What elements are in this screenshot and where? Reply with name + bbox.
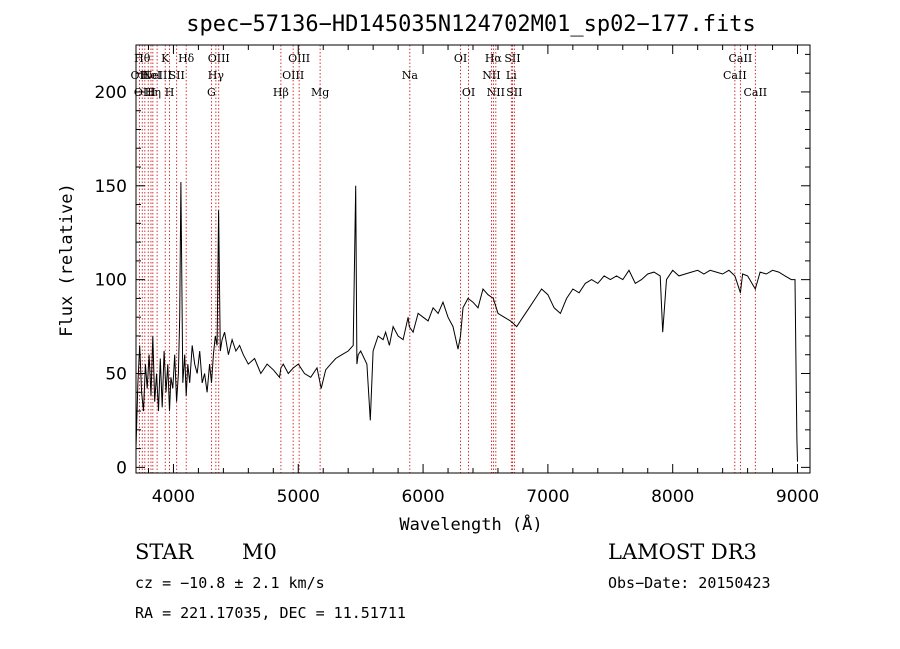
line-marker-label: Hη xyxy=(145,86,161,99)
line-marker-label: NeIII xyxy=(143,69,172,82)
x-tick-label: 9000 xyxy=(776,487,819,507)
line-marker-label: Na xyxy=(402,69,419,82)
line-marker-label: G xyxy=(207,86,216,99)
plot-frame xyxy=(135,44,811,474)
redshift-velocity: cz = −10.8 ± 2.1 km/s xyxy=(135,574,325,592)
y-axis: 0 50 100 150 200 xyxy=(95,53,810,478)
line-marker-label: Hγ xyxy=(208,69,225,82)
line-marker-label: OI xyxy=(454,52,467,65)
y-tick-label: 150 xyxy=(95,177,127,197)
y-tick-label: 200 xyxy=(95,83,127,103)
line-marker-label: HeI xyxy=(141,69,161,82)
x-tick-label: 4000 xyxy=(152,487,195,507)
x-axis: 4000 5000 6000 7000 8000 9000 xyxy=(147,45,819,507)
spectrum-line xyxy=(135,181,798,462)
line-marker-label: OI xyxy=(462,86,475,99)
line-marker-label: SII xyxy=(506,86,522,99)
line-marker-label: CaII xyxy=(723,69,747,82)
line-marker-label: CaII xyxy=(743,86,767,99)
line-marker-label: Mg xyxy=(311,86,329,99)
line-marker-label: Hβ xyxy=(273,86,289,99)
line-marker-label: NII xyxy=(482,69,500,82)
chart-title: spec−57136−HD145035N124702M01_sp02−177.f… xyxy=(186,12,756,37)
line-marker-label: OII xyxy=(131,69,149,82)
y-tick-label: 50 xyxy=(105,365,127,385)
x-tick-label: 5000 xyxy=(277,487,320,507)
line-marker-label: OIII xyxy=(208,52,230,65)
coordinates: RA = 221.17035, DEC = 11.51711 xyxy=(135,604,406,622)
observation-date: Obs−Date: 20150423 xyxy=(608,574,771,592)
line-marker-label: Hθ xyxy=(134,52,151,65)
y-tick-label: 100 xyxy=(95,271,127,291)
object-class: STAR xyxy=(135,540,194,564)
line-marker-label: CaII xyxy=(729,52,753,65)
line-marker-label: SII xyxy=(169,69,185,82)
line-marker-label: OIII xyxy=(282,69,304,82)
x-tick-label: 6000 xyxy=(401,487,444,507)
line-marker-label: OIII xyxy=(134,86,156,99)
line-marker-label: H xyxy=(165,86,175,99)
object-subclass: M0 xyxy=(242,540,277,564)
line-marker-label: SII xyxy=(504,52,520,65)
line-marker-labels: OII Hθ OIII HeI Hη NeIII K H SII Hδ G Hγ OIII Hβ OIII O… xyxy=(131,52,768,99)
x-tick-label: 8000 xyxy=(651,487,694,507)
survey-label: LAMOST DR3 xyxy=(608,540,757,564)
line-marker-label: Hδ xyxy=(178,52,195,65)
line-marker-label: NII xyxy=(487,86,505,99)
y-axis-label: Flux (relative) xyxy=(57,183,77,337)
y-tick-label: 0 xyxy=(116,458,127,478)
x-tick-label: 7000 xyxy=(526,487,569,507)
line-marker-label: K xyxy=(161,52,170,65)
line-marker-label: OIII xyxy=(288,52,310,65)
line-marker-label: Li xyxy=(506,69,517,82)
line-marker-label: Hα xyxy=(485,52,503,65)
x-axis-label: Wavelength (Å) xyxy=(399,513,542,535)
line-markers xyxy=(138,45,756,473)
